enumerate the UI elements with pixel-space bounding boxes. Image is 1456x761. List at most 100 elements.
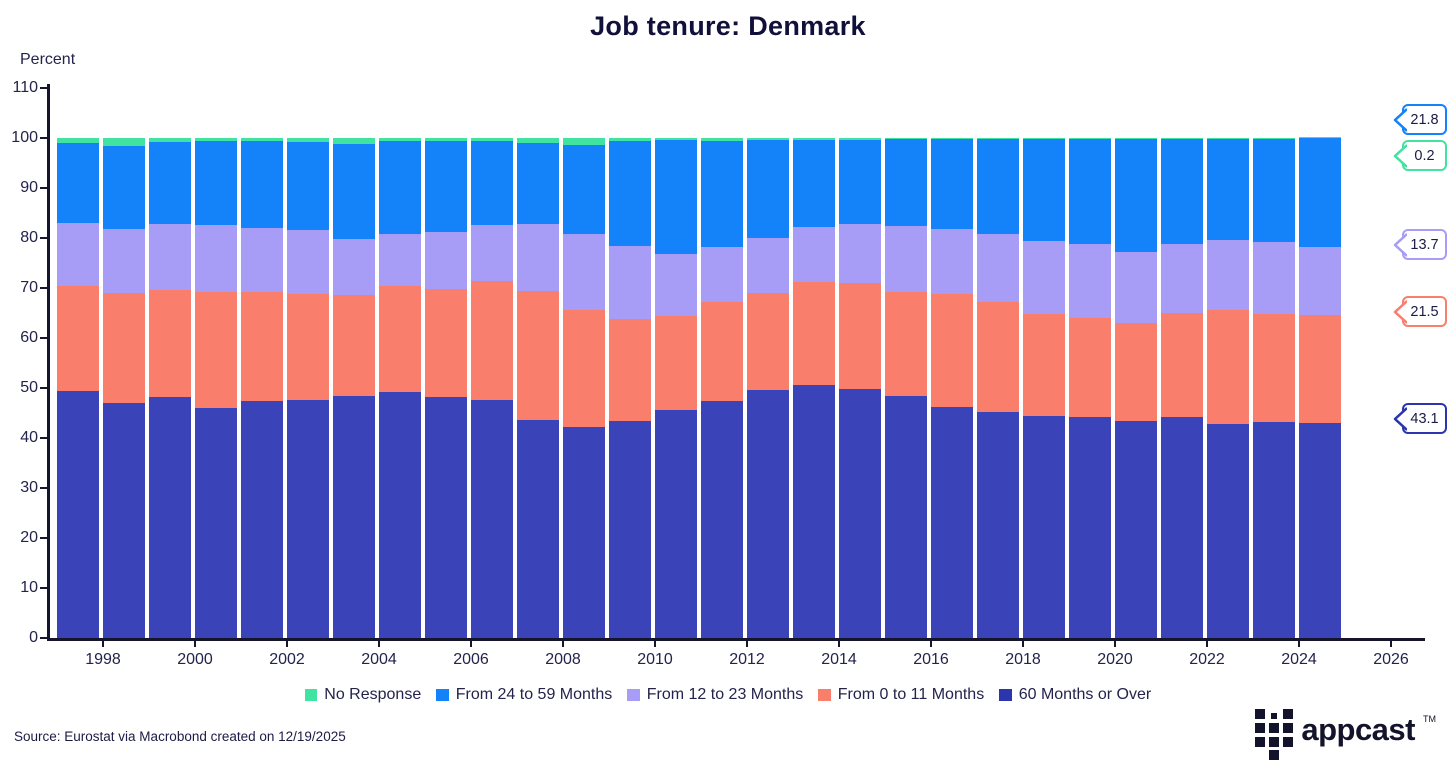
x-tick-mark	[562, 640, 564, 647]
bar-segment	[1115, 252, 1157, 323]
y-tick-label: 60	[20, 329, 38, 346]
bar-segment	[379, 138, 421, 141]
bar-segment	[57, 285, 99, 391]
bar-2002	[287, 138, 329, 638]
brand-logo: appcast TM	[1255, 708, 1436, 760]
bar-2011	[701, 138, 743, 638]
bar-segment	[517, 419, 559, 638]
bar-2005	[425, 138, 467, 638]
x-tick-label: 2010	[637, 651, 673, 668]
bar-segment	[517, 138, 559, 143]
y-axis-line	[47, 84, 50, 640]
bar-segment	[885, 139, 927, 226]
y-tick-mark	[40, 87, 47, 89]
bar-segment	[425, 140, 467, 232]
legend-item: From 24 to 59 Months	[436, 686, 612, 704]
legend-swatch-icon	[999, 688, 1012, 702]
bar-segment	[655, 138, 697, 140]
bar-segment	[57, 222, 99, 286]
bar-2012	[747, 138, 789, 638]
x-tick-mark	[1114, 640, 1116, 647]
bar-segment	[471, 225, 513, 281]
callout-value: 13.7	[1410, 236, 1439, 253]
bar-segment	[885, 225, 927, 292]
bar-2006	[471, 138, 513, 638]
legend-swatch-icon	[304, 688, 318, 702]
callout-0.2: 0.2	[1393, 140, 1447, 171]
bar-segment	[517, 290, 559, 420]
bar-segment	[287, 142, 329, 230]
bar-1999	[149, 138, 191, 638]
bar-segment	[701, 302, 743, 401]
bar-segment	[1253, 241, 1295, 314]
legend-label: From 0 to 11 Months	[837, 686, 985, 703]
callout-arrow-icon	[1393, 143, 1407, 168]
bar-segment	[701, 141, 743, 247]
legend-label: 60 Months or Over	[1018, 686, 1152, 703]
bar-segment	[57, 143, 99, 223]
bar-2021	[1161, 138, 1203, 638]
bar-segment	[793, 385, 835, 638]
bar-segment	[1207, 240, 1249, 310]
bar-segment	[1299, 136, 1341, 138]
bar-segment	[1207, 138, 1249, 139]
bar-2017	[977, 138, 1019, 638]
bar-segment	[471, 141, 513, 225]
bar-2010	[655, 138, 697, 638]
bar-segment	[1069, 138, 1111, 139]
bar-segment	[195, 407, 237, 638]
x-tick-mark	[1206, 640, 1208, 647]
bar-1998	[103, 138, 145, 638]
bar-segment	[103, 403, 145, 638]
x-tick-mark	[654, 640, 656, 647]
bar-segment	[931, 139, 973, 229]
bar-segment	[471, 138, 513, 141]
y-tick-label: 110	[12, 79, 38, 96]
callout-value: 43.1	[1410, 410, 1439, 427]
bar-2007	[517, 138, 559, 638]
bar-segment	[287, 399, 329, 638]
bar-segment	[241, 401, 283, 638]
x-tick-mark	[286, 640, 288, 647]
bar-segment	[1299, 422, 1341, 638]
legend-item: No Response	[304, 686, 421, 704]
legend-label: From 24 to 59 Months	[455, 686, 613, 703]
bar-segment	[885, 395, 927, 638]
bar-segment	[1253, 422, 1295, 638]
x-tick-label: 2020	[1097, 651, 1133, 668]
bar-2009	[609, 138, 651, 638]
bar-segment	[1115, 139, 1157, 252]
x-tick-label: 2012	[729, 651, 765, 668]
legend-item: 60 Months or Over	[999, 686, 1151, 704]
bar-segment	[425, 138, 467, 141]
appcast-logo-icon	[1255, 709, 1294, 760]
y-tick-label: 10	[20, 579, 38, 596]
bar-segment	[333, 138, 375, 144]
bar-segment	[885, 292, 927, 396]
bar-segment	[425, 231, 467, 289]
x-tick-mark	[1298, 640, 1300, 647]
bar-segment	[839, 283, 881, 389]
x-tick-mark	[194, 640, 196, 647]
bar-segment	[103, 138, 145, 146]
bar-segment	[609, 245, 651, 319]
bar-segment	[1299, 315, 1341, 423]
bar-segment	[563, 427, 605, 638]
bar-segment	[1207, 309, 1249, 424]
bar-segment	[609, 319, 651, 421]
x-tick-label: 2026	[1373, 651, 1409, 668]
bar-segment	[425, 397, 467, 638]
bar-segment	[1207, 424, 1249, 638]
bar-segment	[793, 226, 835, 282]
bar-segment	[655, 140, 697, 254]
y-tick-mark	[40, 237, 47, 239]
x-tick-mark	[378, 640, 380, 647]
y-axis-title: Percent	[20, 51, 76, 68]
bar-segment	[655, 253, 697, 316]
bar-segment	[1023, 138, 1065, 139]
bar-segment	[1161, 139, 1203, 244]
y-tick-mark	[40, 637, 47, 639]
bar-2024	[1299, 136, 1341, 638]
bar-segment	[885, 138, 927, 139]
bar-segment	[379, 392, 421, 638]
